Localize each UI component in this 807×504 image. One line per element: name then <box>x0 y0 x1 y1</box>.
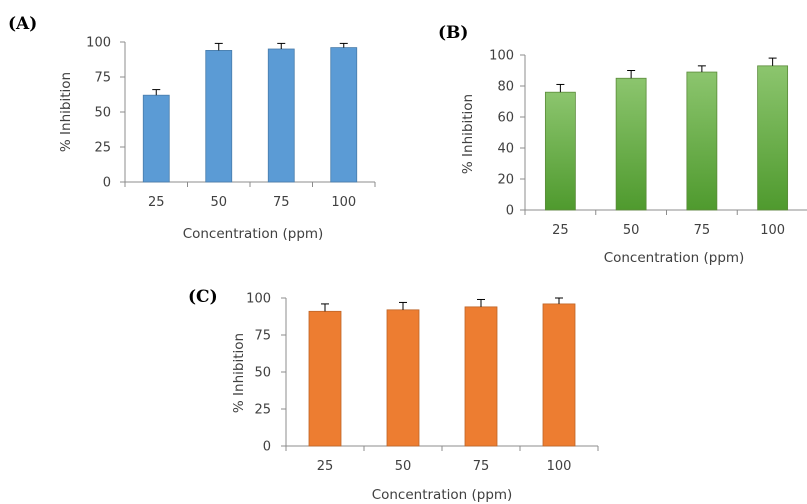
y-tick-label: 0 <box>506 204 514 219</box>
bar <box>267 48 295 183</box>
panel-c: (C) 0 25 50 75 100 25 50 75 100 % Inhibition Con… <box>188 287 599 503</box>
x-tick-label: 100 <box>331 195 356 210</box>
panel-b: (B) 0 20 40 60 80 100 25 50 75 100 % Inhibition C… <box>438 23 807 266</box>
y-tick-label: 25 <box>254 403 271 418</box>
x-tick-label: 100 <box>760 223 785 238</box>
y-axis-title: % Inhibition <box>231 333 247 413</box>
y-tick-label: 50 <box>254 366 271 381</box>
x-tick-label: 75 <box>273 195 290 210</box>
x-tick-label: 50 <box>210 195 227 210</box>
panel-label: (B) <box>438 23 468 43</box>
y-tick-label: 0 <box>263 440 271 455</box>
x-tick-label: 50 <box>395 459 412 474</box>
panel-label: (A) <box>8 14 37 34</box>
y-tick-label: 75 <box>254 329 271 344</box>
x-tick-label: 25 <box>317 459 334 474</box>
plot-area: 0 20 40 60 80 100 25 50 75 100 <box>489 49 807 238</box>
y-tick-label: 25 <box>94 141 111 156</box>
y-tick-label: 100 <box>246 292 271 307</box>
panel-label: (C) <box>188 287 218 307</box>
y-tick-label: 100 <box>489 49 514 64</box>
x-axis-title: Concentration (ppm) <box>183 226 324 242</box>
x-tick-label: 25 <box>552 223 569 238</box>
bar <box>542 303 576 447</box>
y-axis-title: % Inhibition <box>58 72 74 152</box>
bar <box>205 50 233 183</box>
x-axis-title: Concentration (ppm) <box>372 487 513 503</box>
y-axis-title: % Inhibition <box>460 94 476 174</box>
bar <box>330 47 358 183</box>
y-tick-label: 40 <box>497 142 514 157</box>
y-tick-label: 75 <box>94 71 111 86</box>
y-tick-label: 60 <box>497 111 514 126</box>
y-tick-label: 0 <box>103 176 111 191</box>
x-tick-label: 50 <box>623 223 640 238</box>
y-tick-label: 20 <box>497 173 514 188</box>
bar <box>757 65 789 211</box>
x-axis-title: Concentration (ppm) <box>604 250 745 266</box>
y-tick-label: 100 <box>86 36 111 51</box>
panel-a: (A) 0 25 50 75 100 25 50 75 100 % Inhibition Con… <box>8 14 376 242</box>
bar <box>464 306 498 447</box>
bar <box>615 77 647 211</box>
x-tick-label: 75 <box>473 459 490 474</box>
x-tick-label: 100 <box>547 459 572 474</box>
y-tick-label: 80 <box>497 80 514 95</box>
bar <box>544 91 576 211</box>
bar <box>686 71 718 211</box>
x-tick-label: 75 <box>694 223 711 238</box>
plot-area: 0 25 50 75 100 25 50 75 100 <box>86 36 376 210</box>
bar <box>308 310 342 447</box>
plot-area: 0 25 50 75 100 25 50 75 100 <box>246 292 599 474</box>
bar <box>386 309 420 447</box>
x-tick-label: 25 <box>148 195 165 210</box>
bar <box>142 94 170 183</box>
y-tick-label: 50 <box>94 106 111 121</box>
